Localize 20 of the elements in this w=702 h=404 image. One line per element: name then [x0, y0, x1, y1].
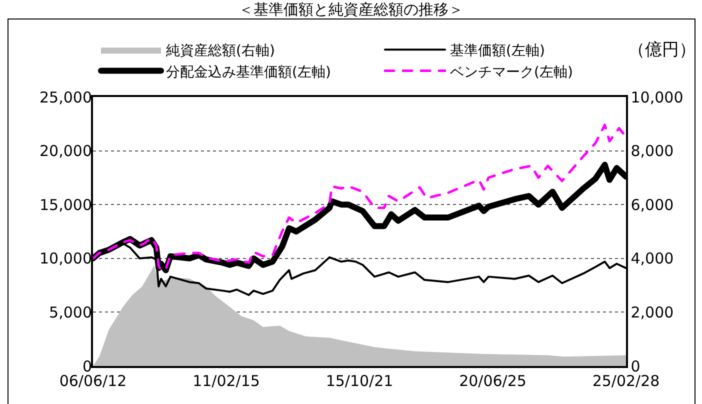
x-tick-label: 20/06/25: [459, 372, 526, 390]
chart-title: ＜基準価額と純資産総額の推移＞: [238, 0, 464, 18]
line-series: [93, 124, 626, 272]
legend-label: 分配金込み基準価額(左軸): [166, 64, 331, 80]
y-tick-label: 20,000: [40, 142, 92, 160]
y2-tick-label: 2,000: [630, 303, 674, 322]
legend-label: 基準価額(左軸): [450, 43, 545, 60]
y2-tick-label: 6,000: [630, 196, 674, 214]
y-tick-label: 15,000: [40, 196, 92, 214]
legend-label: ベンチマーク(左軸): [450, 64, 573, 80]
y2-axis-title: （億円）: [628, 40, 696, 60]
y-tick-label: 5,000: [49, 303, 92, 322]
y-tick-label: 10,000: [40, 250, 92, 268]
y-tick-label: 25,000: [40, 88, 92, 106]
y2-tick-label: 10,000: [630, 88, 684, 106]
y2-tick-label: 8,000: [630, 142, 674, 160]
x-tick-label: 15/10/21: [326, 372, 394, 390]
y2-tick-label: 4,000: [630, 250, 674, 268]
legend-label: 純資産総額(右軸): [166, 43, 275, 60]
x-tick-label: 11/02/15: [192, 372, 260, 390]
